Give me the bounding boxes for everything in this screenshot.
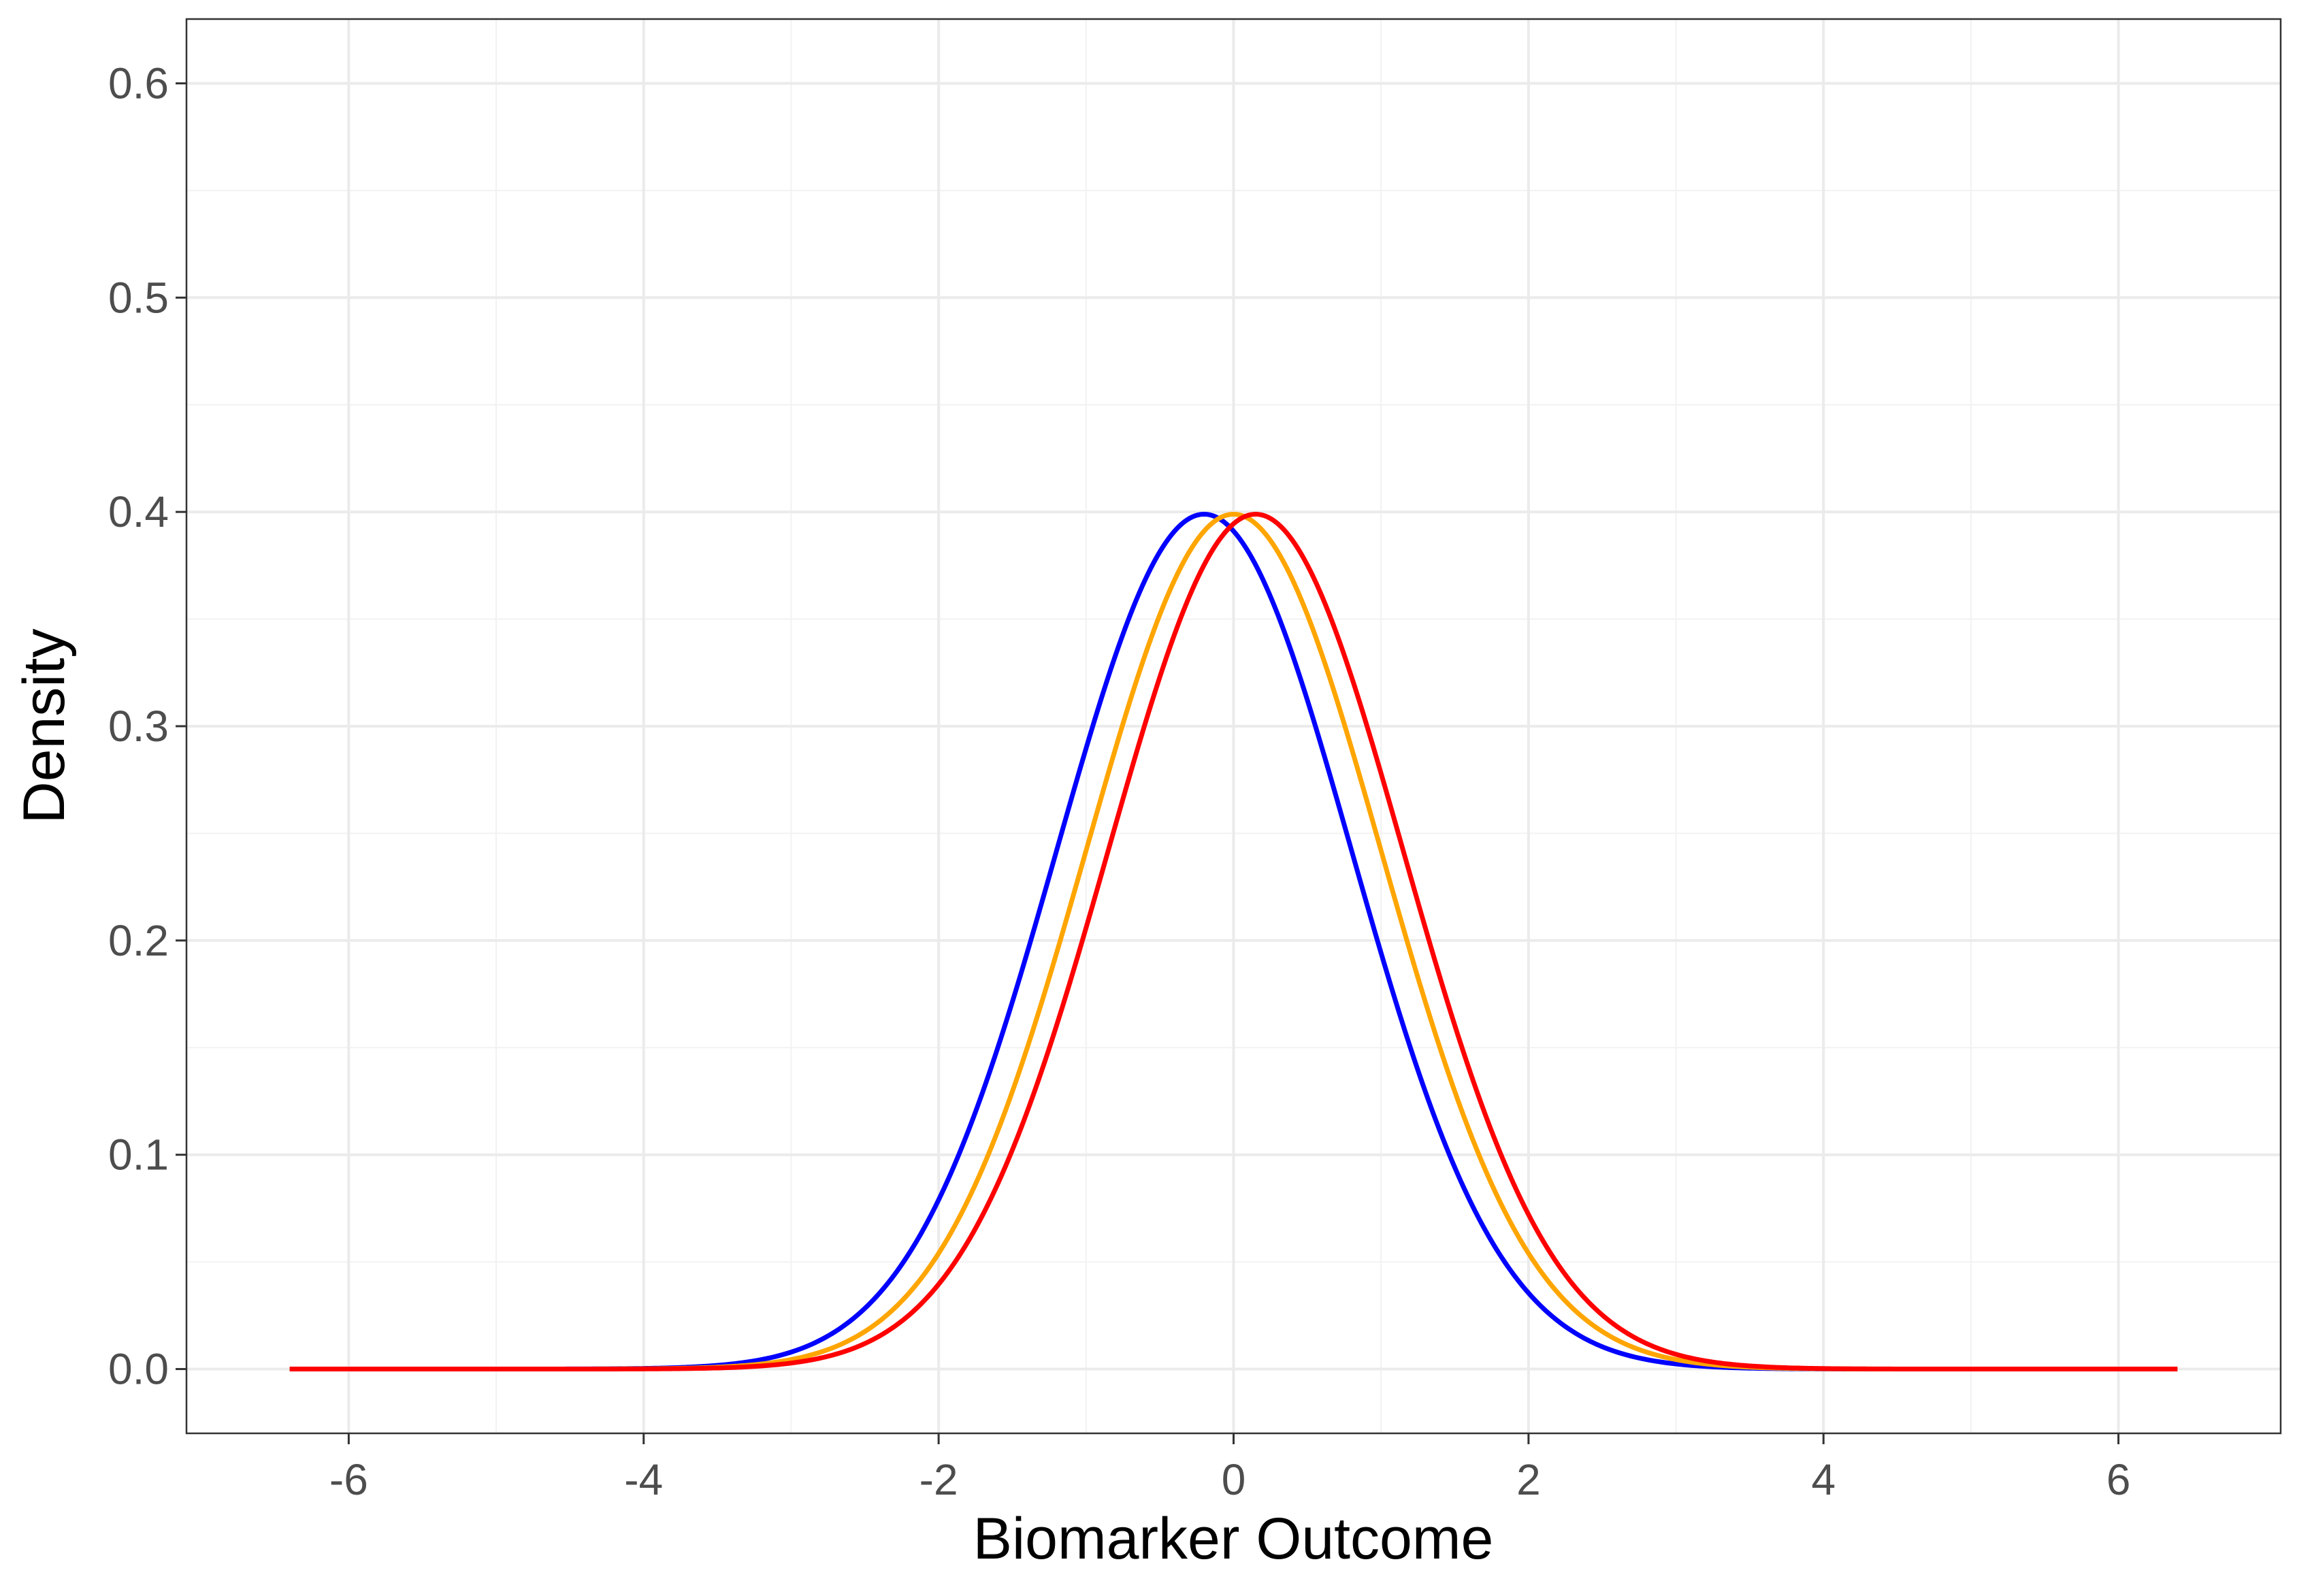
y-tick-label: 0.2 bbox=[108, 916, 169, 965]
x-tick-label: 6 bbox=[2106, 1455, 2131, 1504]
y-tick-label: 0.5 bbox=[108, 273, 169, 322]
x-axis-title: Biomarker Outcome bbox=[973, 1506, 1494, 1571]
x-tick-label: 4 bbox=[1811, 1455, 1836, 1504]
y-tick-label: 0.3 bbox=[108, 702, 169, 751]
x-tick-label: 2 bbox=[1516, 1455, 1541, 1504]
y-tick-label: 0.0 bbox=[108, 1345, 169, 1394]
x-tick-label: -6 bbox=[329, 1455, 368, 1504]
y-axis-tick-labels: 0.0 0.1 0.2 0.3 0.4 0.5 0.6 bbox=[108, 59, 169, 1393]
x-tick-label: -2 bbox=[919, 1455, 958, 1504]
density-line-3 bbox=[289, 512, 2178, 1372]
y-tick-label: 0.6 bbox=[108, 59, 169, 108]
x-tick-label: -4 bbox=[624, 1455, 663, 1504]
y-tick-label: 0.4 bbox=[108, 487, 169, 536]
x-tick-label: 0 bbox=[1222, 1455, 1246, 1504]
series-lines bbox=[289, 511, 2178, 1372]
y-axis-title: Density bbox=[12, 629, 77, 824]
y-tick-label: 0.1 bbox=[108, 1130, 169, 1179]
axis-ticks bbox=[176, 82, 2120, 1444]
x-axis-tick-labels: -6 -4 -2 0 2 4 6 bbox=[329, 1455, 2131, 1504]
